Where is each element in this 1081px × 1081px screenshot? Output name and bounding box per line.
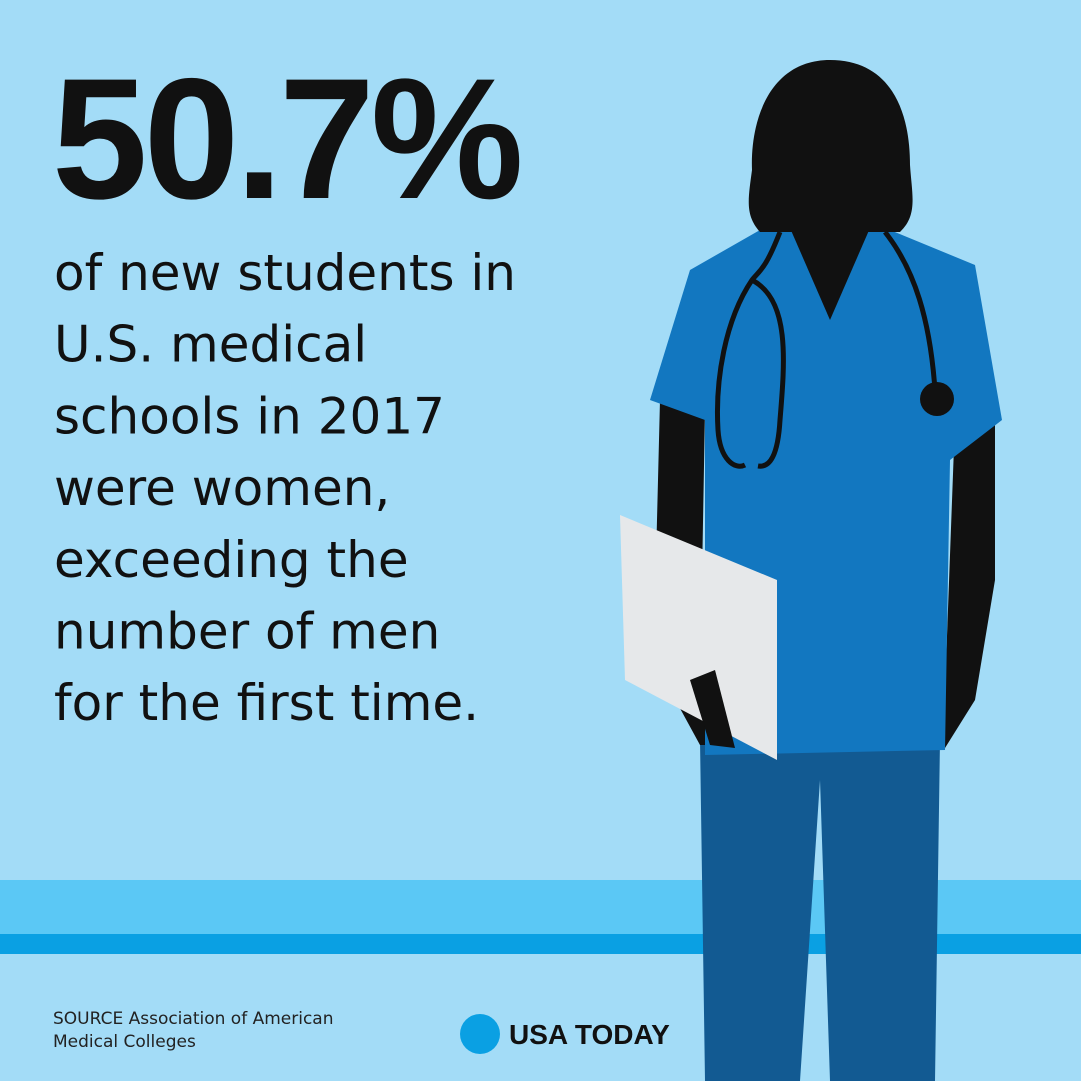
body-text: of new students in U.S. medical schools in… [54,244,516,732]
body-line: for the first time. [54,674,479,732]
body-line: U.S. medical [54,316,367,374]
right-arm [925,420,995,748]
head [748,60,913,232]
nurse-figure [620,60,1002,1081]
body-line: of new students in [54,244,516,302]
stethoscope-bell [920,382,954,416]
stethoscope [715,230,938,469]
clipboard [620,515,777,760]
stripe-dark [0,934,1081,954]
hand [690,670,735,748]
brand-logo [460,1014,500,1054]
source: SOURCE Association of American Medical Co… [53,1009,333,1052]
body-line: number of men [54,603,440,661]
source-line: Medical Colleges [53,1032,196,1052]
neck [790,228,870,320]
legs [700,740,940,1081]
body-line: exceeding the [54,531,409,589]
headline: 50.7% [52,43,520,235]
source-line: SOURCE Association of American [53,1009,333,1029]
body-line: schools in 2017 [54,387,445,445]
brand: USA TODAY [509,1019,670,1050]
body-line: were women, [54,459,390,517]
